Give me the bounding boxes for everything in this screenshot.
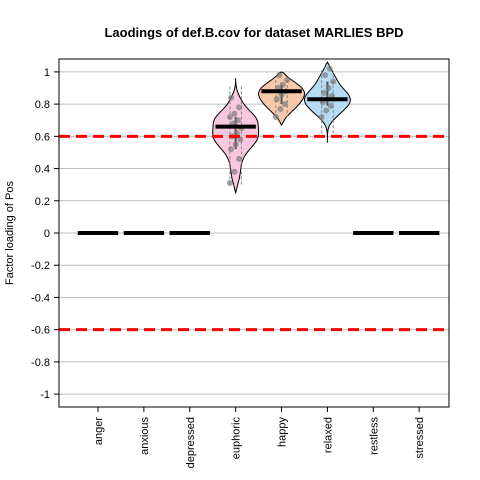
violin-point-happy — [284, 76, 291, 83]
violin-point-relaxed — [327, 102, 334, 109]
y-tick-label: 0.4 — [35, 164, 50, 176]
violin-point-happy — [277, 105, 284, 112]
x-tick-label-anger: anger — [93, 417, 105, 445]
violin-point-euphoric — [233, 130, 240, 137]
y-axis: -1 -0.8 -0.6 -0.4 -0.2 0 0.2 0.4 0.6 0.8 1 — [31, 67, 59, 401]
violin-point-relaxed — [320, 89, 327, 96]
x-tick-label-anxious: anxious — [139, 417, 151, 455]
violin-point-euphoric — [226, 180, 233, 187]
violin-point-euphoric — [232, 141, 239, 148]
violin-point-happy — [276, 72, 283, 79]
x-tick-label-happy: happy — [277, 417, 289, 447]
y-tick-label: -0.4 — [31, 292, 50, 304]
y-tick-label: 1 — [44, 67, 50, 79]
violin-point-relaxed — [318, 114, 325, 120]
violin-point-euphoric — [228, 94, 235, 101]
violin-point-euphoric — [236, 104, 243, 111]
violin-point-euphoric — [228, 146, 235, 153]
violin-point-euphoric — [231, 110, 238, 117]
y-tick-label: 0.2 — [35, 196, 50, 208]
violin-point-happy — [273, 96, 280, 103]
violin-point-euphoric — [237, 136, 244, 143]
x-tick-label-relaxed: relaxed — [322, 417, 334, 453]
y-tick-label: -0.8 — [31, 357, 50, 369]
violin-point-euphoric — [236, 155, 243, 162]
y-tick-label: -0.2 — [31, 260, 50, 272]
y-axis-label: Factor loading of Pos — [4, 181, 16, 285]
violin-point-happy — [281, 101, 288, 108]
violin-point-euphoric — [234, 117, 241, 124]
x-tick-label-restless: restless — [368, 417, 380, 455]
reference-lines — [59, 134, 449, 332]
y-tick-label: -0.6 — [31, 325, 50, 337]
violin-point-relaxed — [323, 107, 330, 114]
median-bars — [77, 89, 440, 235]
violin-point-relaxed — [322, 72, 329, 79]
x-tick-label-euphoric: euphoric — [231, 417, 243, 460]
y-tick-label: 0 — [44, 228, 50, 240]
x-tick-label-depressed: depressed — [185, 417, 197, 468]
chart-title: Laodings of def.B.cov for dataset MARLIE… — [104, 25, 403, 40]
violin-point-euphoric — [231, 168, 238, 175]
x-axis: anger anxious depressed euphoric happy relaxe… — [93, 407, 426, 468]
y-tick-label: 0.6 — [35, 131, 50, 143]
violin-point-relaxed — [330, 78, 337, 85]
violin-point-relaxed — [326, 65, 333, 72]
violin-point-relaxed — [325, 85, 332, 91]
y-tick-label: -1 — [40, 389, 50, 401]
y-tick-label: 0.8 — [35, 99, 50, 111]
violin-point-happy — [279, 81, 286, 88]
violin-point-euphoric — [226, 114, 233, 120]
x-tick-label-stressed: stressed — [414, 417, 426, 459]
violin-point-happy — [272, 114, 279, 120]
